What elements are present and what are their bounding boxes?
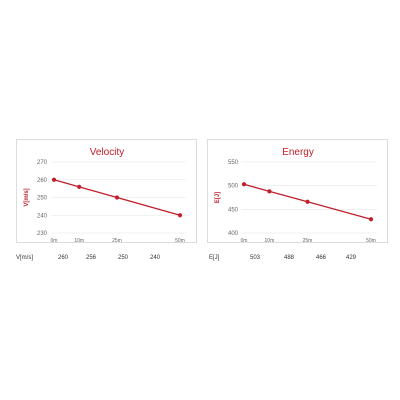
energy-table-label: E[J] [209,255,220,261]
energy-series-line [243,183,372,220]
velocity-data-point [177,213,183,218]
velocity-chart-title: Velocity [90,147,124,158]
velocity-table-value: 250 [118,255,129,261]
velocity-data-point [51,177,57,182]
energy-y-tick-label: 400 [228,231,239,237]
velocity-y-axis-label: V[m/s] [24,188,30,206]
energy-x-tick-label: 25m [303,238,313,244]
velocity-y-tick-label: 270 [37,160,48,166]
energy-table-value: 466 [316,255,327,261]
velocity-data-point [77,184,82,189]
energy-data-point [267,189,272,194]
energy-y-tick-label: 450 [228,207,239,213]
energy-y-tick-label: 550 [228,160,239,166]
energy-table-value: 503 [250,255,261,261]
energy-data-point [241,182,247,187]
energy-x-tick-label: 0m [241,238,248,244]
energy-x-tick-label: 10m [265,238,275,244]
energy-y-tick-label: 500 [228,184,239,190]
energy-data-point [305,199,310,204]
velocity-table-label: V[m/s] [16,255,34,261]
velocity-series-line [53,179,181,216]
velocity-data-point [114,195,120,200]
energy-table-value: 429 [346,255,357,261]
energy-data-point [368,217,374,222]
energy-chart-panel: Energy E[J] 550 500 450 400 0m 10m 25m 50m [207,139,388,244]
velocity-x-tick-label: 10m [74,238,84,244]
energy-x-tick-label: 50m [366,238,376,244]
velocity-table-value: 240 [150,255,161,261]
energy-chart-title: Energy [282,147,314,158]
velocity-x-tick-label: 0m [51,238,58,244]
velocity-x-tick-label: 25m [112,238,122,244]
energy-y-axis-label: E[J] [215,192,221,203]
velocity-y-tick-label: 250 [37,196,48,202]
velocity-y-tick-label: 230 [37,231,48,237]
velocity-table-value: 260 [58,255,69,261]
velocity-y-tick-label: 260 [37,178,48,184]
velocity-table-value: 256 [86,255,97,261]
velocity-x-tick-label: 50m [175,238,185,244]
energy-table-value: 488 [284,255,295,261]
velocity-chart-panel: Velocity V[m/s] 270 260 250 240 230 0m 10m 25m 50m [16,139,197,244]
velocity-y-tick-label: 240 [37,213,48,219]
